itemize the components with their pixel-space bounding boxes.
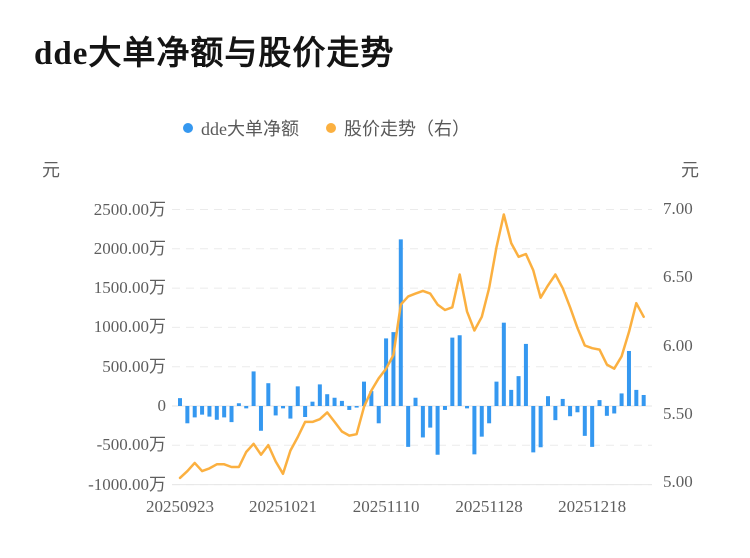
bar [384, 338, 389, 406]
bar [516, 376, 521, 406]
page-title: dde大单净额与股价走势 [34, 36, 395, 72]
y-axis-label-right: 6.50 [663, 267, 693, 287]
bar [428, 406, 433, 428]
bar [236, 403, 241, 406]
bar [619, 393, 624, 406]
bar [546, 396, 550, 406]
y-axis-label-left: 1000.00万 [93, 317, 166, 337]
bar [369, 391, 374, 406]
bar [229, 406, 234, 423]
bar [509, 389, 514, 406]
bar [398, 239, 403, 406]
bar [281, 406, 286, 409]
x-axis-label: 20250923 [146, 497, 214, 516]
bar [303, 406, 308, 418]
legend-item-price-trend[interactable]: 股价走势（右） [326, 116, 470, 140]
bar [339, 400, 344, 406]
x-axis-label: 20251218 [558, 497, 627, 516]
y-axis-label-left: 2000.00万 [93, 238, 166, 258]
bar [192, 406, 197, 418]
bar [185, 406, 190, 424]
y-axis-label-left: -500.00万 [96, 435, 166, 455]
bar [376, 406, 381, 424]
bar [501, 322, 506, 406]
bar [362, 381, 366, 406]
y-axis-label-right: 5.00 [663, 472, 693, 491]
bar [604, 406, 609, 416]
bar [288, 406, 293, 419]
bar [494, 381, 499, 406]
y-axis-label-right: 6.00 [663, 335, 693, 355]
bar [634, 389, 639, 406]
bar [575, 406, 580, 413]
bar [354, 406, 359, 408]
bar [442, 406, 447, 410]
bar [590, 406, 595, 447]
bar [266, 383, 271, 406]
bar [553, 406, 558, 421]
bar [244, 406, 249, 409]
bar [332, 397, 337, 406]
x-axis-label: 20251021 [249, 497, 318, 516]
bar [214, 406, 219, 420]
bar [391, 332, 396, 406]
bar [531, 406, 536, 453]
bar [435, 406, 440, 455]
bar [420, 406, 425, 438]
y-axis-label-left: 0 [157, 396, 167, 415]
legend-label-bar: dde大单净额 [201, 119, 299, 139]
bar [538, 406, 543, 448]
bar [413, 397, 418, 406]
y-axis-label-right: 5.50 [663, 403, 693, 423]
bar [523, 343, 528, 406]
price-line [178, 213, 645, 480]
bar [612, 406, 617, 414]
bar [207, 406, 212, 417]
bar [465, 406, 470, 409]
bar [258, 406, 263, 431]
left-axis-unit: 元 [42, 160, 60, 180]
x-axis-label: 20251128 [455, 497, 523, 516]
bar [295, 386, 300, 406]
bar [479, 406, 484, 437]
bar [178, 398, 182, 406]
bar [597, 400, 602, 406]
y-axis-label-left: 500.00万 [102, 356, 166, 376]
legend-label-line: 股价走势（右） [344, 119, 470, 139]
bar [325, 394, 330, 406]
bar [406, 406, 411, 447]
bar [450, 337, 455, 406]
y-axis-label-left: -1000.00万 [88, 474, 166, 494]
bar [626, 350, 631, 406]
right-axis-unit: 元 [681, 160, 699, 180]
y-axis-label-left: 1500.00万 [93, 278, 166, 298]
legend-marker-bar-icon [183, 123, 193, 133]
bar [568, 406, 573, 417]
bar [273, 406, 278, 416]
bar [487, 406, 492, 424]
chart-legend: dde大单净额 股价走势（右） [0, 116, 750, 140]
bar [641, 394, 646, 406]
bar [472, 406, 477, 455]
bar [317, 384, 322, 406]
bar [347, 406, 352, 410]
bar [582, 406, 587, 436]
y-axis-label-right: 7.00 [663, 199, 693, 218]
bar [200, 406, 205, 415]
legend-item-dde-net[interactable]: dde大单净额 [183, 116, 299, 140]
bar [222, 406, 227, 418]
x-axis-label: 20251110 [352, 497, 420, 516]
y-axis-label-left: 2500.00万 [93, 199, 166, 219]
bar [457, 335, 462, 406]
bar [310, 401, 315, 406]
bar [251, 371, 256, 406]
legend-marker-line-icon [326, 123, 336, 133]
bar [560, 398, 565, 406]
